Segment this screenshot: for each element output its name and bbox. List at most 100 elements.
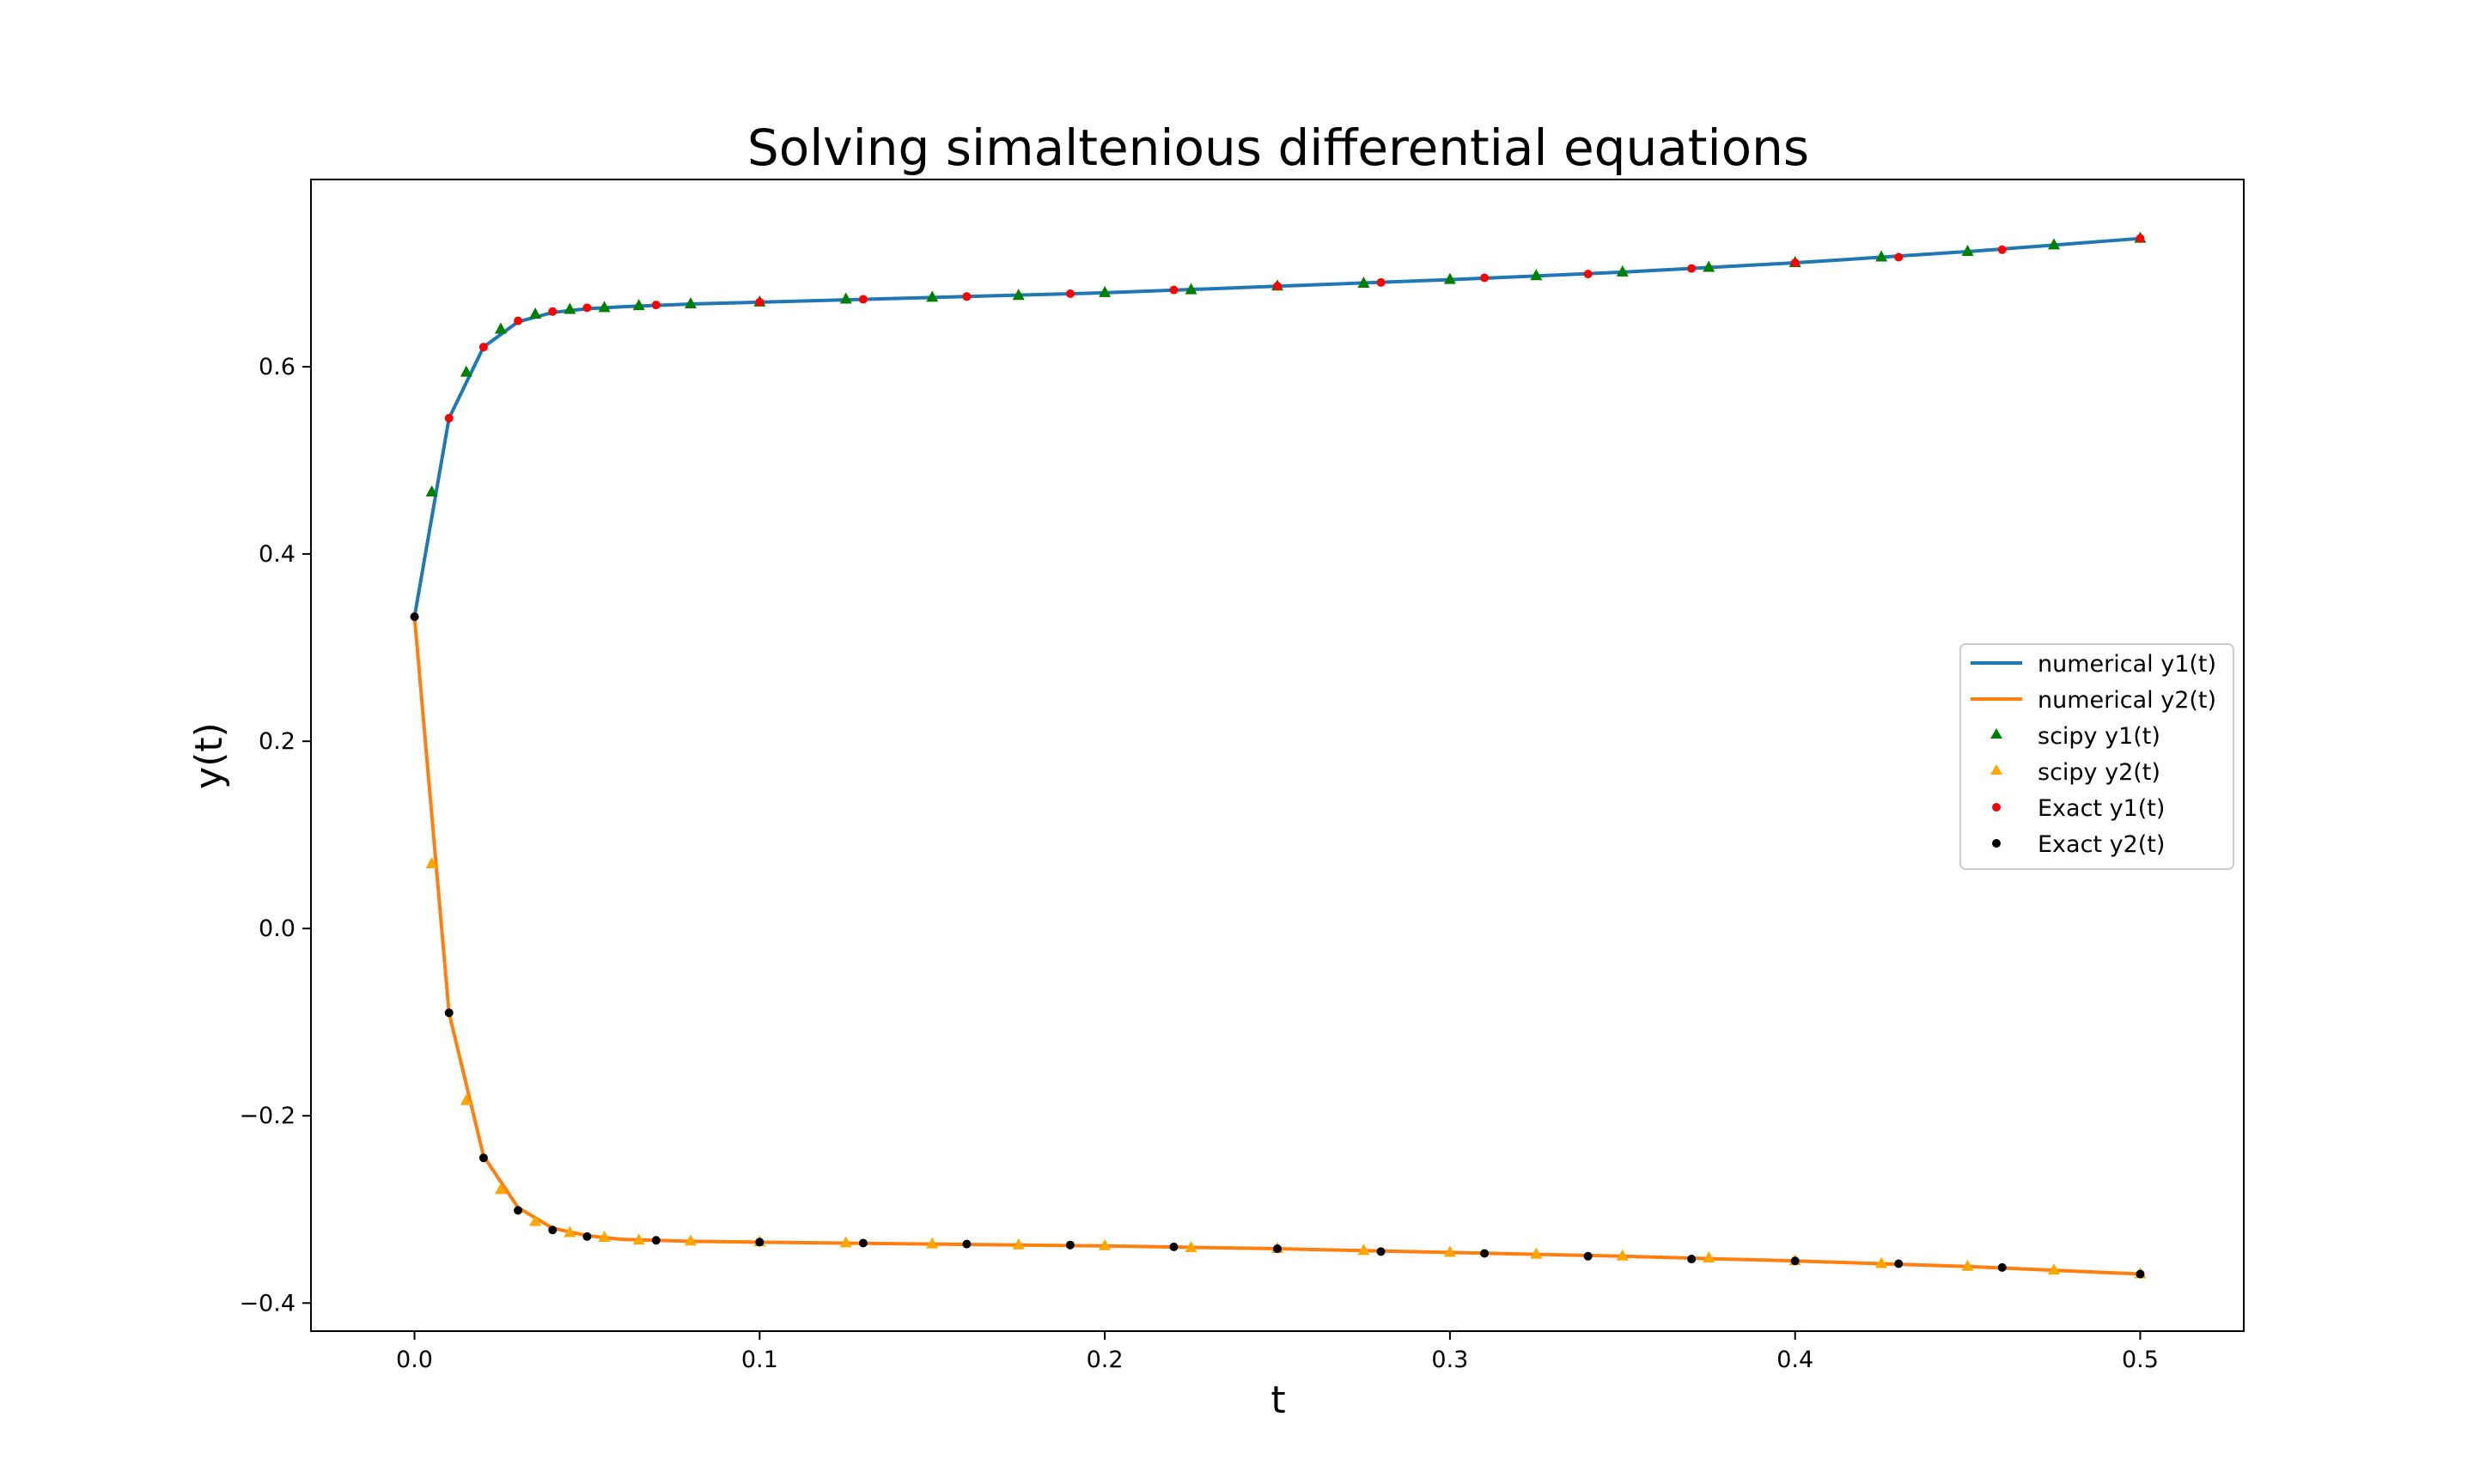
point-exact-y2-t	[410, 612, 419, 622]
point-scipy-y1-t	[425, 485, 438, 497]
point-exact-y1-t	[755, 297, 765, 307]
point-scipy-y2-t	[1875, 1256, 1888, 1268]
point-exact-y2-t	[1997, 1262, 2007, 1272]
x-tick-label: 0.1	[741, 1347, 778, 1373]
point-exact-y1-t	[1273, 282, 1282, 291]
point-exact-y2-t	[1687, 1255, 1697, 1264]
legend-label-numerical-y2: numerical y2(t)	[2038, 687, 2216, 714]
x-axis: 0.0 0.1 0.2 0.3 0.4 0.5	[396, 1331, 2159, 1373]
point-exact-y2-t	[755, 1238, 765, 1247]
point-exact-y1-t	[858, 295, 868, 304]
legend-label-scipy-y2: scipy y2(t)	[2038, 759, 2160, 786]
point-scipy-y2-t	[2048, 1263, 2061, 1275]
legend-swatch-scipy-y1	[1990, 728, 2002, 739]
y-axis-label: y(t)	[187, 722, 231, 789]
point-scipy-y1-t	[1703, 260, 1715, 272]
point-scipy-y1-t	[1616, 265, 1629, 277]
point-scipy-y2-t	[1357, 1244, 1370, 1256]
point-exact-y2-t	[1480, 1249, 1490, 1258]
point-exact-y2-t	[514, 1206, 523, 1215]
point-exact-y1-t	[1687, 264, 1697, 273]
x-tick-label: 0.5	[2122, 1347, 2159, 1373]
y-axis: −0.4 −0.2 0.0 0.2 0.4 0.6	[239, 354, 311, 1317]
point-exact-y1-t	[548, 307, 558, 316]
point-scipy-y2-t	[1703, 1250, 1715, 1262]
point-exact-y1-t	[1169, 285, 1179, 295]
point-exact-y2-t	[651, 1236, 661, 1245]
point-scipy-y2-t	[1961, 1259, 1974, 1271]
point-exact-y1-t	[962, 292, 972, 301]
point-exact-y1-t	[1583, 270, 1593, 279]
point-scipy-y1-t	[1012, 289, 1025, 301]
point-scipy-y1-t	[839, 292, 852, 304]
point-exact-y2-t	[2136, 1269, 2145, 1279]
legend: numerical y1(t) numerical y2(t) scipy y1…	[1959, 643, 2234, 870]
point-scipy-y1-t	[1875, 250, 1888, 262]
point-exact-y1-t	[2136, 234, 2145, 243]
point-exact-y2-t	[858, 1238, 868, 1248]
x-axis-label: t	[1271, 1378, 1285, 1422]
y-tick-label: 0.4	[259, 541, 296, 568]
y-tick-label: −0.2	[239, 1103, 296, 1129]
point-exact-y2-t	[1583, 1251, 1593, 1261]
point-exact-y1-t	[1894, 252, 1904, 262]
point-scipy-y1-t	[2048, 238, 2061, 250]
point-exact-y1-t	[651, 301, 661, 310]
point-scipy-y2-t	[494, 1183, 507, 1195]
point-exact-y1-t	[1790, 258, 1800, 268]
point-exact-y2-t	[582, 1232, 592, 1241]
point-exact-y1-t	[582, 303, 592, 313]
point-scipy-y2-t	[460, 1093, 472, 1105]
point-scipy-y1-t	[1530, 269, 1543, 281]
point-scipy-y1-t	[529, 307, 542, 319]
point-exact-y2-t	[1894, 1259, 1904, 1268]
point-scipy-y1-t	[1099, 285, 1112, 297]
point-scipy-y2-t	[1185, 1240, 1197, 1252]
point-exact-y1-t	[1065, 289, 1075, 299]
point-scipy-y1-t	[564, 302, 576, 314]
legend-swatch-exact-y1	[1992, 803, 2001, 812]
point-scipy-y2-t	[632, 1233, 645, 1245]
legend-label-numerical-y1: numerical y1(t)	[2038, 651, 2216, 678]
point-scipy-y1-t	[1357, 277, 1370, 289]
point-scipy-y2-t	[1443, 1245, 1456, 1257]
point-scipy-y1-t	[1961, 244, 1974, 256]
plot-frame	[310, 179, 2245, 1332]
y-tick-label: −0.4	[239, 1290, 296, 1317]
point-exact-y2-t	[1169, 1242, 1179, 1251]
point-exact-y2-t	[478, 1153, 488, 1163]
point-scipy-y1-t	[460, 365, 472, 377]
y-tick-label: 0.0	[259, 915, 296, 942]
point-scipy-y1-t	[598, 301, 611, 313]
point-exact-y1-t	[478, 343, 488, 352]
x-tick-label: 0.3	[1431, 1347, 1468, 1373]
point-scipy-y2-t	[1530, 1247, 1543, 1259]
point-exact-y2-t	[962, 1239, 972, 1249]
series-line-numerical-y1-t	[412, 236, 2141, 617]
point-exact-y2-t	[1376, 1247, 1386, 1256]
y-tick-label: 0.6	[259, 354, 296, 380]
point-scipy-y2-t	[564, 1226, 576, 1238]
point-scipy-y1-t	[632, 299, 645, 311]
point-scipy-y1-t	[684, 297, 697, 309]
legend-swatch-exact-y2	[1992, 839, 2001, 848]
point-scipy-y2-t	[425, 856, 438, 868]
series-line-numerical-y2-t	[412, 616, 2141, 1276]
point-exact-y1-t	[444, 414, 454, 423]
point-exact-y2-t	[1790, 1256, 1800, 1266]
legend-label-exact-y2: Exact y2(t)	[2038, 831, 2165, 858]
point-exact-y2-t	[548, 1226, 558, 1235]
legend-swatch-scipy-y2	[1990, 764, 2002, 775]
x-tick-label: 0.0	[396, 1347, 433, 1373]
point-scipy-y1-t	[926, 290, 939, 302]
point-scipy-y1-t	[1185, 283, 1197, 295]
point-scipy-y1-t	[494, 322, 507, 334]
x-tick-label: 0.4	[1776, 1347, 1813, 1373]
point-scipy-y2-t	[1616, 1249, 1629, 1261]
legend-box	[1959, 643, 2234, 870]
legend-label-exact-y1: Exact y1(t)	[2038, 795, 2165, 822]
point-exact-y1-t	[514, 316, 523, 325]
chart-title: Solving simaltenious differential equati…	[747, 119, 1809, 177]
